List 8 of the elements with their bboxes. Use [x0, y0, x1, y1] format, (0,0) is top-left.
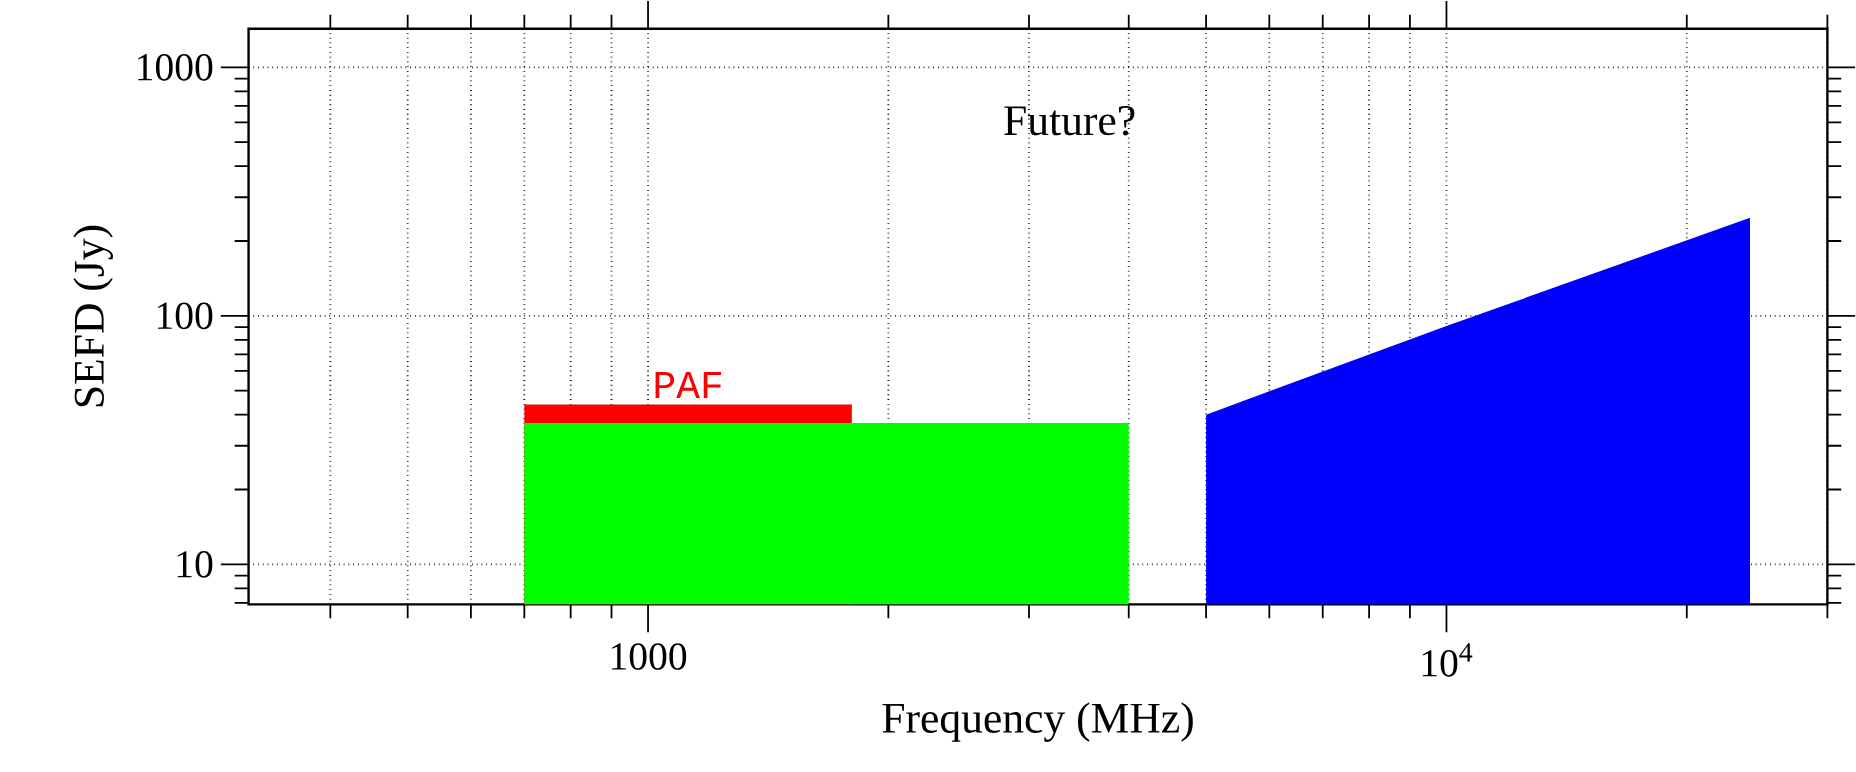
- y-tick-label: 100: [157, 302, 213, 330]
- y-tick-label: 10: [177, 550, 213, 578]
- series-label: PAF: [655, 371, 721, 399]
- x-tick-label: 10$^{4}$: [1422, 643, 1473, 677]
- annotation: Future?: [1004, 106, 1135, 136]
- y-axis-title: SEFD (Jy): [73, 225, 113, 407]
- y-tick-label: 1000: [138, 53, 213, 81]
- x-axis-title: Frequency (MHz): [882, 702, 1193, 742]
